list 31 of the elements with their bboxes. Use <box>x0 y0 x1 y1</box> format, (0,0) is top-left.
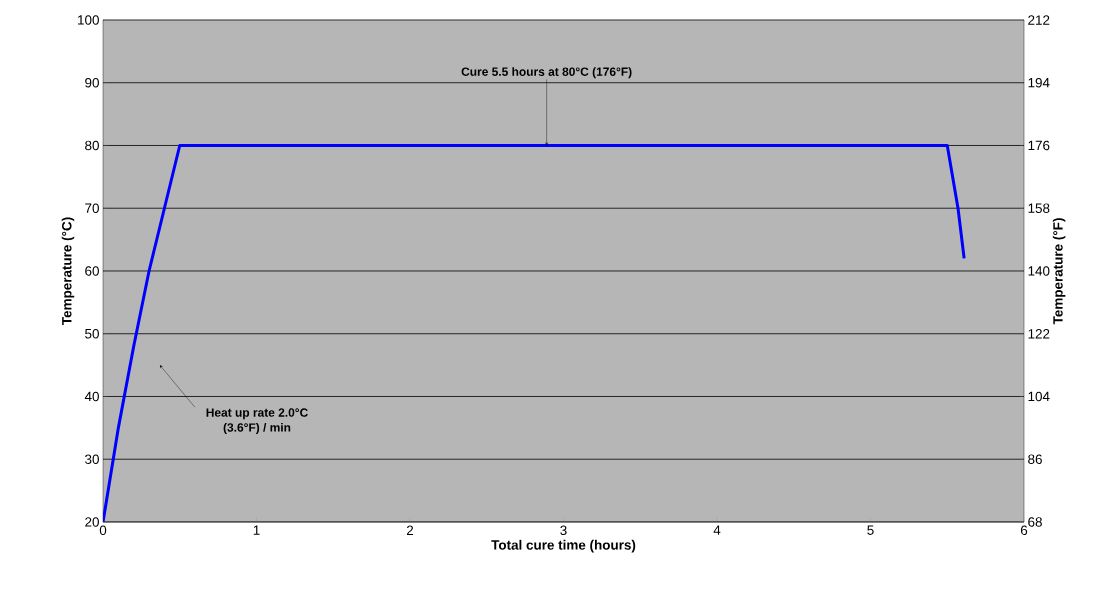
annotation: Heat up rate 2.0°C (3.6°F) / min <box>206 408 308 435</box>
y-tick-label: 60 <box>85 266 99 276</box>
x-tick-label: 6 <box>1020 525 1028 536</box>
y-tick-label: 80 <box>85 140 99 151</box>
y2-tick-label: 122 <box>1028 329 1050 339</box>
y2-tick-label: 194 <box>1028 77 1050 88</box>
y2-tick-label: 212 <box>1028 15 1050 25</box>
y-tick-label: 90 <box>85 77 99 88</box>
x-tick-label: 3 <box>560 525 567 536</box>
x-tick-label: 4 <box>713 525 721 535</box>
y-tick-label: 20 <box>85 517 99 527</box>
y2-tick-label: 68 <box>1028 517 1042 527</box>
x-tick-label: 2 <box>406 525 414 535</box>
y-tick-label: 100 <box>78 15 99 25</box>
x-tick-label: 5 <box>867 525 874 535</box>
y2-tick-label: 86 <box>1028 454 1042 464</box>
y-axis-title: Temperature (°C) <box>61 217 75 325</box>
line-series <box>103 143 966 522</box>
x-tick-label: 1 <box>253 525 260 535</box>
y2-tick-label: 104 <box>1028 391 1050 402</box>
y-tick-label: 70 <box>85 203 99 213</box>
x-tick-label: 0 <box>99 525 107 536</box>
y2-tick-label: 158 <box>1028 203 1050 213</box>
y2-tick-label: 140 <box>1028 266 1050 276</box>
y2-axis-title: Temperature (°F) <box>1052 218 1066 325</box>
y-tick-label: 40 <box>84 391 99 402</box>
annotation: Cure 5.5 hours at 80°C (176°F) <box>461 67 632 79</box>
y-tick-label: 30 <box>85 454 99 464</box>
y-tick-label: 50 <box>85 328 99 339</box>
y2-tick-label: 176 <box>1028 140 1050 151</box>
x-axis-title: Total cure time (hours) <box>491 539 636 553</box>
